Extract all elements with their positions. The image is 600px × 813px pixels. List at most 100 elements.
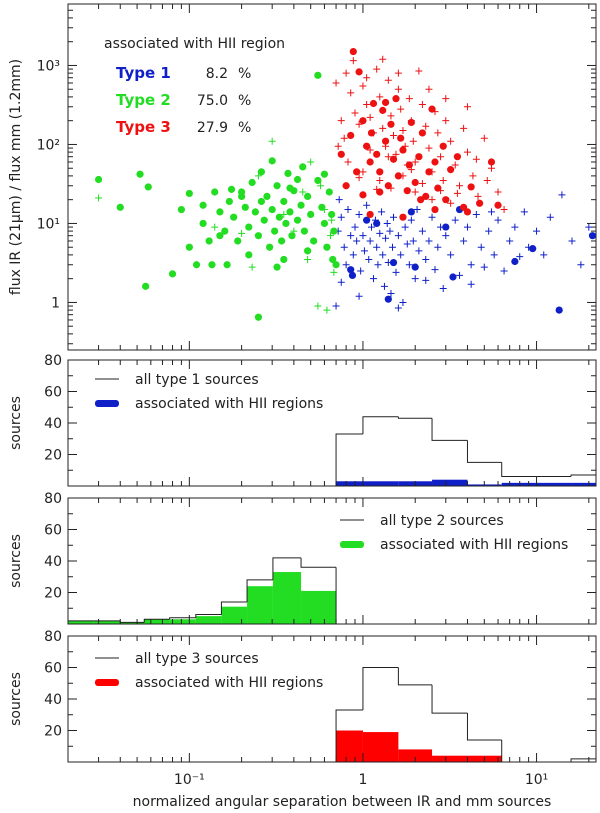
all-sources-bar [246, 579, 273, 602]
data-point [254, 172, 262, 180]
data-point [384, 182, 392, 190]
data-point [347, 232, 355, 240]
data-point [216, 232, 224, 240]
data-point [384, 259, 392, 267]
data-point [371, 216, 379, 224]
data-point [380, 282, 388, 290]
all-sources-bar [501, 462, 537, 478]
data-point [357, 267, 365, 275]
data-point [480, 263, 488, 271]
data-point [463, 148, 471, 156]
data-point [245, 251, 253, 259]
hist1-legend-assoc-label: associated with HII regions [135, 396, 323, 412]
hist2-y-tick-label: 60 [44, 523, 62, 539]
data-point [323, 306, 331, 314]
data-point [332, 79, 340, 87]
data-point [221, 227, 229, 235]
assoc-bar [195, 616, 222, 624]
data-point [418, 129, 426, 137]
data-point [431, 266, 439, 274]
data-point [472, 155, 480, 163]
data-point [431, 205, 439, 214]
scatter-y-tick-label: 1 [51, 295, 60, 311]
data-point [399, 213, 407, 221]
data-point [286, 208, 294, 216]
data-point [382, 142, 390, 150]
data-point [314, 71, 322, 79]
data-point [329, 255, 337, 264]
data-point [428, 213, 436, 221]
data-point [254, 313, 263, 321]
data-point [326, 232, 334, 240]
data-point [328, 210, 336, 219]
data-point [257, 197, 265, 206]
all-sources-bar [335, 433, 363, 486]
data-point [260, 216, 268, 224]
data-point [238, 229, 246, 237]
data-point [355, 68, 363, 76]
data-point [216, 208, 224, 216]
data-point [369, 275, 377, 283]
data-point [297, 201, 305, 209]
data-point [359, 168, 367, 176]
data-point [227, 185, 236, 193]
data-point [307, 210, 315, 219]
data-point [376, 168, 384, 176]
data-point [392, 95, 400, 103]
data-point [373, 65, 381, 73]
data-point [337, 278, 345, 286]
x-tick-label: 10⁻¹ [174, 772, 205, 788]
data-point [407, 208, 415, 216]
data-point [353, 168, 361, 176]
data-point [387, 120, 395, 128]
data-point [199, 201, 207, 209]
data-point [467, 280, 475, 288]
data-point [335, 196, 343, 204]
hist3-legend-assoc-label: associated with HII regions [135, 675, 323, 691]
data-point [394, 304, 402, 312]
data-point [399, 127, 407, 135]
assoc-bar [93, 620, 121, 624]
data-point [415, 247, 423, 255]
data-point [142, 282, 150, 290]
data-point [376, 93, 384, 101]
hist3-y-tick-label: 80 [44, 629, 62, 645]
data-point [442, 223, 450, 231]
data-point [317, 182, 325, 190]
scatter-series-3 [95, 137, 338, 314]
data-point [379, 251, 387, 259]
data-point [467, 183, 475, 191]
data-point [405, 95, 413, 103]
data-point [382, 234, 390, 242]
data-point [241, 203, 249, 211]
assoc-bar [272, 572, 302, 624]
data-point [437, 223, 445, 231]
data-point [467, 261, 475, 269]
data-point [290, 227, 298, 235]
data-point [546, 213, 554, 221]
data-point [366, 210, 374, 219]
data-point [234, 237, 242, 245]
data-point [480, 134, 488, 142]
data-point [476, 199, 484, 207]
data-point [439, 285, 447, 293]
data-point [275, 213, 283, 221]
data-point [208, 261, 216, 269]
data-point [397, 251, 405, 259]
data-point [369, 129, 377, 137]
data-point [474, 192, 482, 200]
data-point [490, 251, 498, 259]
data-point [437, 187, 445, 195]
data-point [394, 69, 402, 77]
all-sources-bar [397, 667, 433, 686]
data-point [320, 170, 329, 178]
data-point [365, 255, 373, 263]
data-point [585, 223, 593, 231]
data-point [280, 255, 288, 264]
data-point [351, 109, 359, 117]
data-point [411, 158, 419, 166]
data-point [387, 289, 395, 297]
data-point [428, 168, 436, 176]
data-point [304, 192, 312, 201]
data-point [577, 261, 585, 269]
